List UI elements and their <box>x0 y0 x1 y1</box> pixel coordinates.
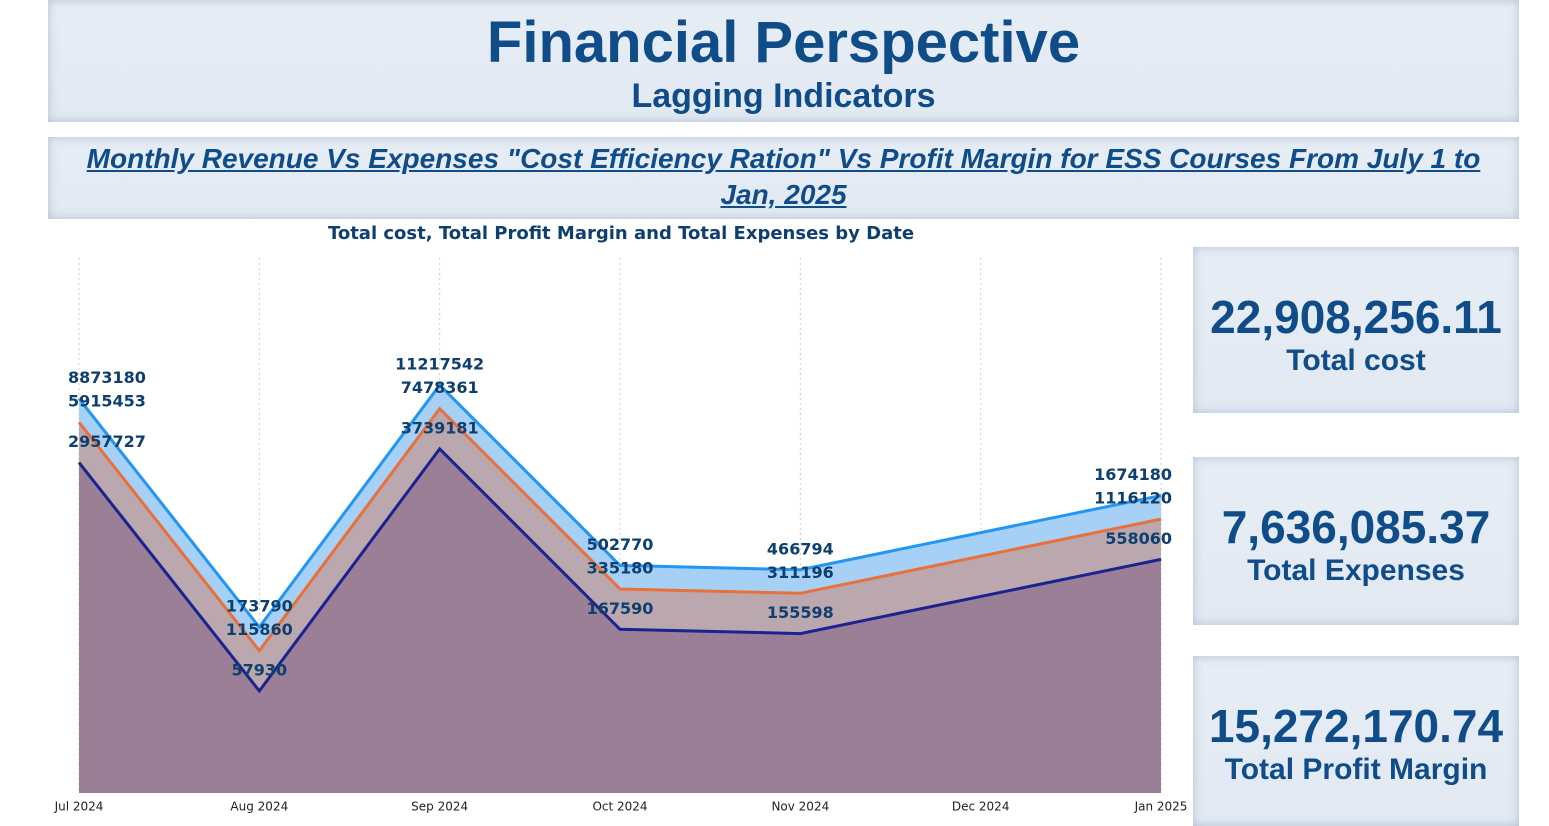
kpi-value: 22,908,256.11 <box>1210 291 1502 343</box>
data-label: 8873180 <box>68 368 146 387</box>
x-tick-label: Nov 2024 <box>771 800 829 814</box>
data-label: 1116120 <box>1094 489 1172 508</box>
data-label: 7478361 <box>401 378 479 397</box>
data-label: 335180 <box>587 558 654 577</box>
area <box>79 448 1161 793</box>
x-tick-label: Oct 2024 <box>592 800 647 814</box>
page-title: Financial Perspective <box>486 10 1081 75</box>
line <box>77 446 1162 694</box>
kpi-label: Total Profit Margin <box>1224 753 1488 786</box>
header: Financial Perspective Lagging Indicators <box>48 0 1519 122</box>
chart-title: Total cost, Total Profit Margin and Tota… <box>328 223 914 244</box>
x-tick-label: Jul 2024 <box>54 800 104 814</box>
x-tick-label: Dec 2024 <box>952 800 1010 814</box>
section-heading: Monthly Revenue Vs Expenses "Cost Effici… <box>86 143 1481 210</box>
data-label: 5915453 <box>68 392 146 411</box>
line <box>77 406 1162 654</box>
data-label: 311196 <box>767 563 834 582</box>
data-label: 3739181 <box>401 418 479 437</box>
page-subtitle: Lagging Indicators <box>631 77 936 115</box>
kpi-card: 15,272,170.74 Total Profit Margin <box>1193 656 1519 826</box>
x-tick-label: Jan 2025 <box>1134 800 1188 814</box>
data-label: 155598 <box>767 603 834 622</box>
data-label: 466794 <box>767 539 834 558</box>
x-tick-label: Aug 2024 <box>230 800 288 814</box>
data-label: 167590 <box>587 599 654 618</box>
data-label: 558060 <box>1105 529 1172 548</box>
data-label: 2957727 <box>68 432 146 451</box>
data-label: 173790 <box>226 597 293 616</box>
data-label: 1674180 <box>1094 465 1172 484</box>
data-label: 57930 <box>231 660 287 679</box>
x-tick-label: Sep 2024 <box>411 800 468 814</box>
kpi-value: 7,636,085.37 <box>1221 501 1491 553</box>
data-label: 11217542 <box>395 355 484 374</box>
kpi-label: Total cost <box>1286 344 1426 377</box>
data-label: 115860 <box>226 620 293 639</box>
kpi-value: 15,272,170.74 <box>1208 700 1504 752</box>
line <box>77 382 1162 630</box>
kpi-card: 7,636,085.37 Total Expenses <box>1193 457 1519 625</box>
kpi-label: Total Expenses <box>1247 554 1465 587</box>
section-header: Monthly Revenue Vs Expenses "Cost Effici… <box>48 137 1519 219</box>
kpi-card: 22,908,256.11 Total cost <box>1193 247 1519 413</box>
chart: Total cost, Total Profit Margin and Tota… <box>54 223 1188 814</box>
data-label: 502770 <box>587 535 654 554</box>
